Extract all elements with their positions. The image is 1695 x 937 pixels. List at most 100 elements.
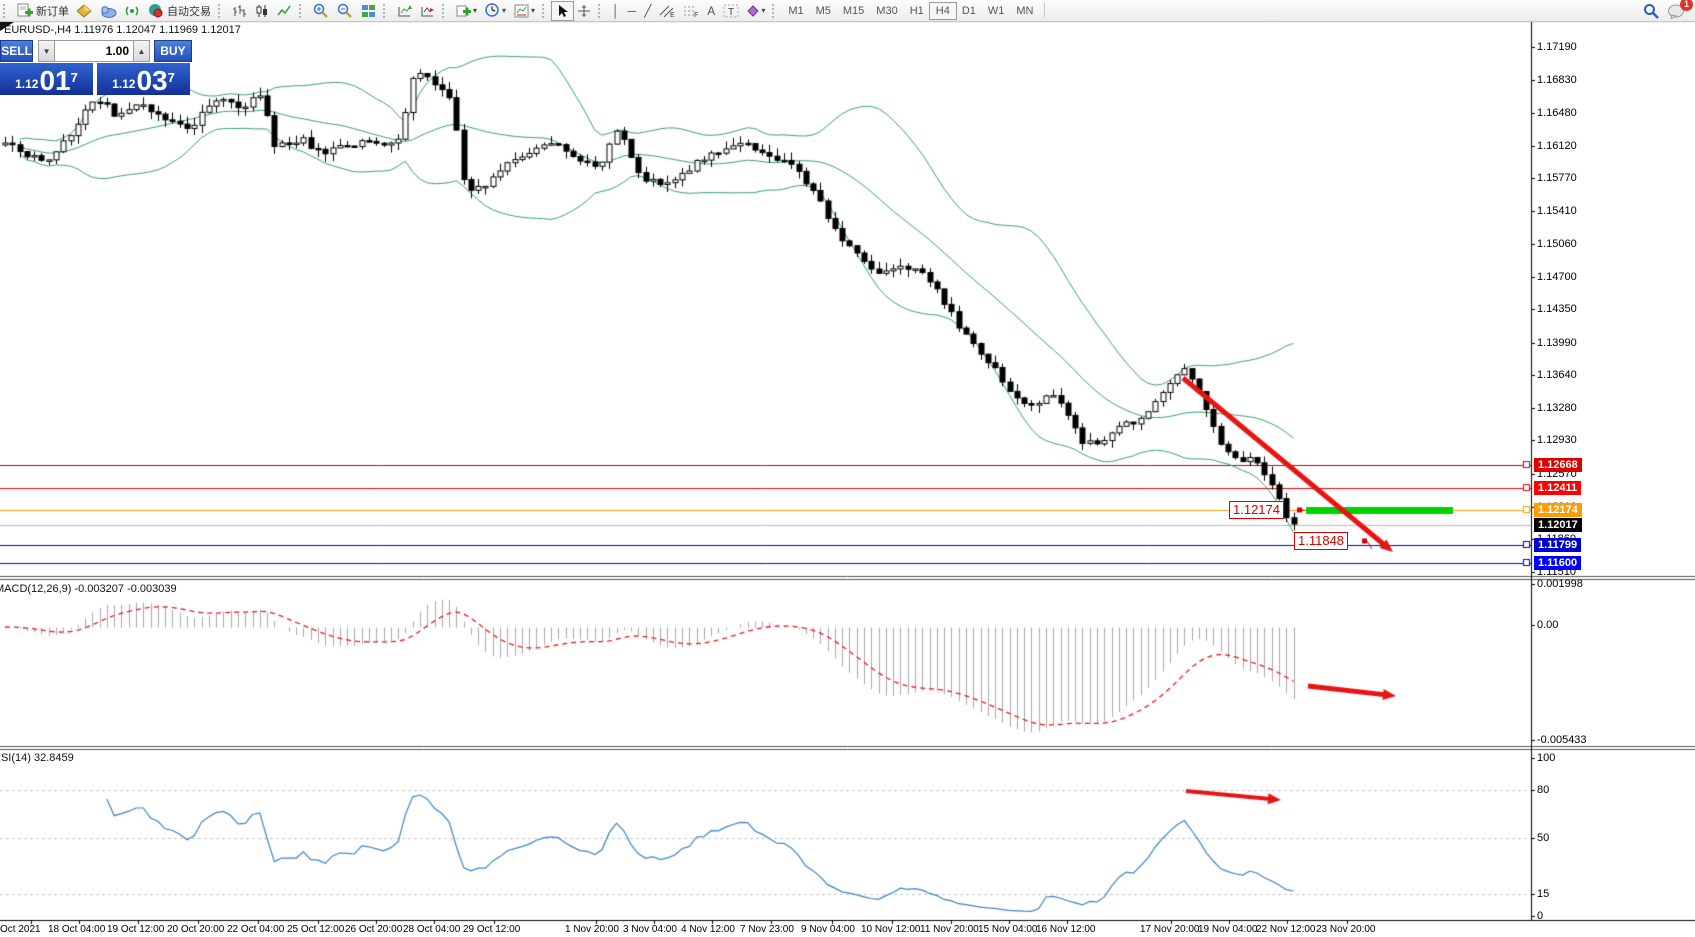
time-label: 15 Nov 04:00 xyxy=(978,924,1038,935)
price-callout[interactable]: 1.11848 xyxy=(1294,532,1349,550)
sell-price-pips: 01 xyxy=(39,65,71,96)
time-label: 11 Nov 20:00 xyxy=(920,924,979,935)
auto-arrange-icon xyxy=(398,4,412,16)
sell-button[interactable]: SELL xyxy=(0,40,34,62)
macd-axis-label: 0.001998 xyxy=(1537,578,1583,590)
horizontal-line-tool[interactable]: ─ xyxy=(627,3,637,18)
autotrade-icon xyxy=(149,4,163,18)
line-chart-button[interactable] xyxy=(273,2,296,20)
time-label: Oct 2021 xyxy=(0,924,41,935)
buy-price-point: 7 xyxy=(167,70,175,85)
time-label: 16 Nov 12:00 xyxy=(1036,924,1096,935)
buy-button[interactable]: BUY xyxy=(153,40,192,62)
timeframe-mn[interactable]: MN xyxy=(1016,4,1034,17)
time-label: 1 Nov 20:00 xyxy=(565,924,619,935)
zoom-in-icon xyxy=(313,3,328,18)
buy-price[interactable]: 1.12 03 7 xyxy=(97,63,190,95)
vertical-line-tool[interactable]: │ xyxy=(612,3,620,18)
market-depth-button[interactable] xyxy=(73,2,96,20)
svg-text:F: F xyxy=(694,12,698,18)
auto-arrange-button[interactable] xyxy=(393,2,416,20)
rsi-label: RSI(14) 32.8459 xyxy=(0,752,74,764)
sell-price[interactable]: 1.12 01 7 xyxy=(0,63,93,95)
time-label: 7 Nov 23:00 xyxy=(740,924,794,935)
time-label: 10 Nov 12:00 xyxy=(861,924,921,935)
timeframe-m15[interactable]: M15 xyxy=(842,4,865,17)
price-callout[interactable]: 1.12174 xyxy=(1229,501,1284,519)
timeframe-h1[interactable]: H1 xyxy=(909,4,924,17)
volume-up-stepper[interactable]: ▲ xyxy=(133,40,150,62)
new-order-icon xyxy=(17,3,33,17)
chart-shift-button[interactable] xyxy=(416,2,439,20)
search-button[interactable] xyxy=(1639,2,1663,20)
timeframe-m1[interactable]: M1 xyxy=(788,4,804,17)
tile-windows-button[interactable] xyxy=(357,2,380,20)
candlestick-button[interactable] xyxy=(251,2,273,20)
cursor-tool-button[interactable] xyxy=(551,0,575,21)
chart-title: EURUSD-,H4 1.11976 1.12047 1.11969 1.120… xyxy=(4,24,241,36)
price-tick: 1.17190 xyxy=(1537,41,1577,53)
chevron-down-icon: ▾ xyxy=(473,6,478,15)
toolbar-grip[interactable] xyxy=(3,3,10,18)
new-order-button[interactable]: 新订单 xyxy=(13,2,73,20)
time-label: 23 Nov 20:00 xyxy=(1316,924,1376,935)
timeframe-h4[interactable]: H4 xyxy=(928,1,957,20)
chevron-down-icon: ▾ xyxy=(761,6,766,15)
zoom-in-button[interactable] xyxy=(309,2,333,20)
bar-chart-button[interactable] xyxy=(228,2,251,20)
rsi-axis-label: 15 xyxy=(1537,888,1550,900)
volume-input[interactable] xyxy=(55,40,134,62)
text-tool[interactable]: A xyxy=(707,3,716,18)
rsi-axis-label: 50 xyxy=(1537,832,1550,844)
timeframe-m5[interactable]: M5 xyxy=(815,4,831,17)
zoom-out-button[interactable] xyxy=(333,2,357,20)
time-label: 17 Nov 20:00 xyxy=(1140,924,1200,935)
template-button[interactable]: ▾ xyxy=(510,2,539,20)
period-button[interactable]: ▾ xyxy=(481,2,510,20)
price-tick: 1.13280 xyxy=(1537,402,1577,414)
volume-down-stepper[interactable]: ▼ xyxy=(38,40,56,62)
add-indicator-button[interactable]: ▾ xyxy=(452,2,481,20)
trendline-tool[interactable]: ╱ xyxy=(644,3,652,18)
crosshair-tool-button[interactable] xyxy=(573,2,595,20)
price-tick: 1.16480 xyxy=(1537,107,1577,119)
time-label: 25 Oct 12:00 xyxy=(287,924,345,935)
search-icon xyxy=(1644,3,1659,19)
price-tick: 1.14700 xyxy=(1537,271,1577,283)
price-tick: 1.15410 xyxy=(1537,205,1577,217)
text-label-tool[interactable]: T xyxy=(719,2,743,20)
notification-badge: 1 xyxy=(1680,0,1693,11)
price-tick: 1.12930 xyxy=(1537,434,1577,446)
timeframe-group: M1 M5 M15 M30 H1 H4 D1 W1 MN xyxy=(782,1,1039,20)
crosshair-icon xyxy=(578,4,591,17)
mql-community-button[interactable] xyxy=(96,2,121,20)
timeframe-d1[interactable]: D1 xyxy=(961,4,976,17)
price-tag: 1.11799 xyxy=(1534,538,1582,552)
price-tag: 1.12411 xyxy=(1534,481,1582,495)
chevron-down-icon: ▾ xyxy=(531,6,536,15)
zoom-out-icon xyxy=(337,3,352,18)
signals-button[interactable] xyxy=(121,2,144,20)
price-tick: 1.13990 xyxy=(1537,337,1577,349)
notifications-button[interactable]: 1 xyxy=(1663,0,1693,20)
rsi-axis-label: 0 xyxy=(1537,910,1544,922)
period-clock-icon xyxy=(485,3,499,17)
bar-chart-icon xyxy=(233,4,246,17)
fibonacci-tool[interactable]: F xyxy=(679,2,703,20)
price-tag: 1.12174 xyxy=(1534,503,1582,517)
arrow-objects-tool[interactable]: ▾ xyxy=(743,2,769,20)
cursor-icon xyxy=(559,4,569,17)
timeframe-w1[interactable]: W1 xyxy=(987,4,1005,17)
fibonacci-icon: F xyxy=(684,6,699,18)
panel-collapse-icon[interactable] xyxy=(0,22,14,31)
timeframe-m30[interactable]: M30 xyxy=(876,4,898,17)
autotrading-button[interactable]: 自动交易 xyxy=(144,2,215,20)
price-tick: 1.15770 xyxy=(1537,172,1577,184)
price-tick: 1.15060 xyxy=(1537,238,1577,250)
price-tag: 1.12668 xyxy=(1534,458,1582,472)
price-tick: 1.16830 xyxy=(1537,74,1577,86)
time-label: 22 Nov 12:00 xyxy=(1256,924,1316,935)
channel-tool[interactable]: E xyxy=(655,2,679,20)
